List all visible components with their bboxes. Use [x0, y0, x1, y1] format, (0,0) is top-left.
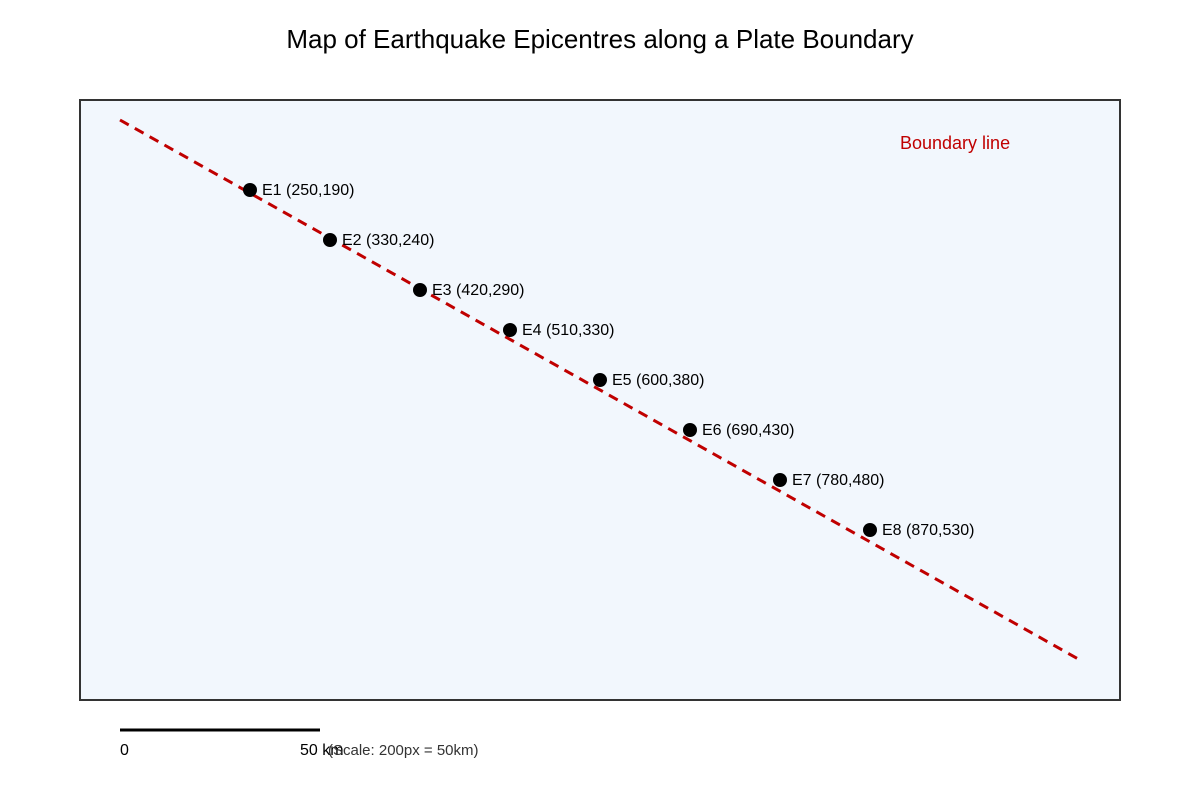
epicentre-e3: E3 (420,290): [413, 282, 525, 299]
epicentre-marker: [593, 373, 607, 387]
epicentre-label: E6 (690,430): [702, 422, 795, 439]
epicentre-marker: [863, 523, 877, 537]
epicentre-label: E8 (870,530): [882, 522, 975, 539]
epicentre-label: E7 (780,480): [792, 472, 885, 489]
epicentre-marker: [243, 183, 257, 197]
epicentre-label: E5 (600,380): [612, 372, 705, 389]
map-frame: [79, 99, 1121, 701]
epicentre-e4: E4 (510,330): [503, 322, 615, 339]
epicentre-label: E1 (250,190): [262, 182, 355, 199]
epicentre-e8: E8 (870,530): [863, 522, 975, 539]
epicentre-marker: [773, 473, 787, 487]
epicentre-marker: [323, 233, 337, 247]
epicentre-label: E3 (420,290): [432, 282, 525, 299]
epicentres-layer: E1 (250,190) E2 (330,240) E3 (420,290) E4 (…: [243, 182, 975, 539]
epicentre-marker: [683, 423, 697, 437]
epicentre-e6: E6 (690,430): [683, 422, 795, 439]
scale-note: (Scale: 200px = 50km): [328, 742, 479, 759]
epicentre-e2: E2 (330,240): [323, 232, 435, 249]
epicentre-e5: E5 (600,380): [593, 372, 705, 389]
epicentre-label: E2 (330,240): [342, 232, 435, 249]
map-title: Map of Earthquake Epicentres along a Pla…: [286, 24, 914, 54]
epicentre-marker: [413, 283, 427, 297]
boundary-line-label: Boundary line: [900, 133, 1010, 153]
scale-start-label: 0: [120, 742, 129, 759]
epicentre-e1: E1 (250,190): [243, 182, 355, 199]
epicentre-label: E4 (510,330): [522, 322, 615, 339]
scale-end-label: 50 km: [300, 742, 344, 759]
epicentre-marker: [503, 323, 517, 337]
epicentre-e7: E7 (780,480): [773, 472, 885, 489]
plate-boundary-line: [119, 118, 1081, 662]
